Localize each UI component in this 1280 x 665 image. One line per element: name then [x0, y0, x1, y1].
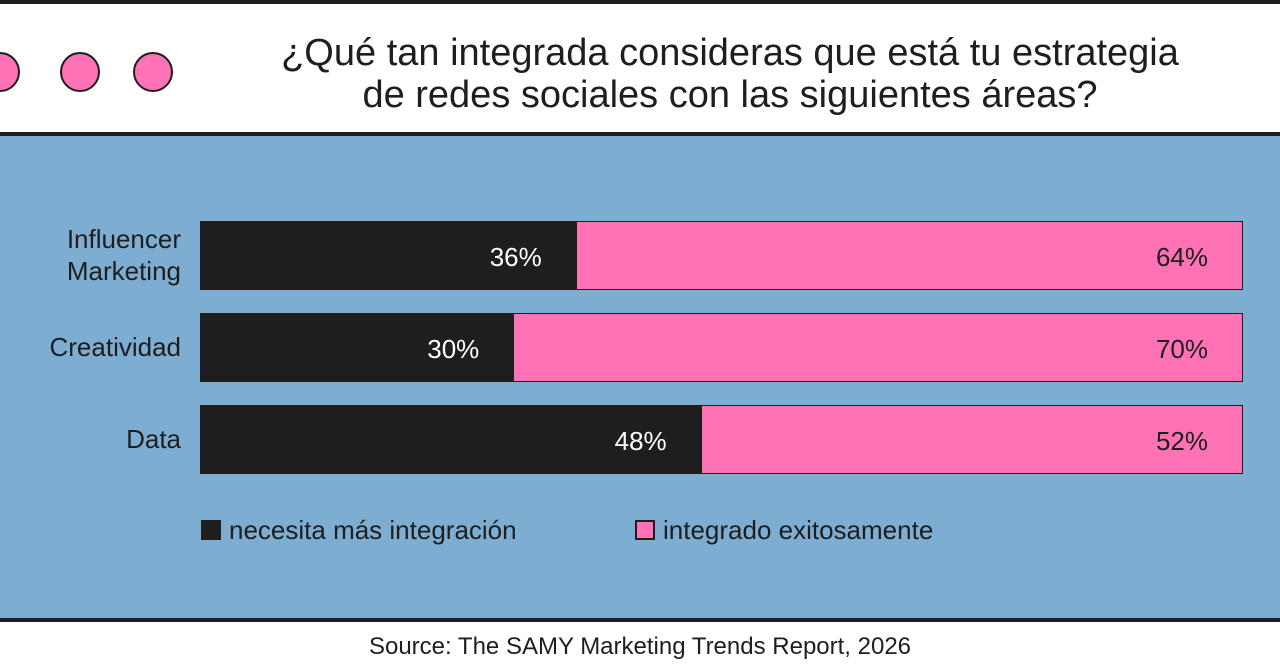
decorative-dot-icon: [60, 52, 100, 92]
legend-item-integrado: integrado exitosamente: [635, 514, 933, 546]
chart-title: ¿Qué tan integrada consideras que está t…: [230, 32, 1230, 116]
legend-swatch-pink: [635, 520, 655, 540]
bar-segment-integrado: 64%: [575, 222, 1242, 289]
bar-segment-integrado: 70%: [513, 314, 1242, 381]
title-line: ¿Qué tan integrada consideras que está t…: [281, 32, 1179, 74]
top-border: [0, 0, 1280, 4]
data-label: 70%: [1155, 334, 1208, 364]
stacked-bar: 30% 70%: [200, 313, 1243, 382]
category-label-line: Marketing: [66, 256, 181, 286]
category-label: Creatividad: [49, 331, 181, 363]
header: ¿Qué tan integrada consideras que está t…: [0, 4, 1280, 132]
bar-segment-integrado: 52%: [700, 406, 1242, 473]
stacked-bar: 48% 52%: [200, 405, 1243, 474]
data-label: 30%: [427, 334, 480, 364]
bar-segment-necesita: 48%: [201, 406, 701, 473]
source-note: Source: The SAMY Marketing Trends Report…: [368, 633, 912, 660]
legend-swatch-black: [201, 520, 221, 540]
data-label: 48%: [614, 426, 667, 456]
category-label-line: Influencer: [66, 224, 181, 254]
decorative-dot-icon: [0, 52, 20, 92]
category-label: Influencer Marketing: [67, 223, 181, 287]
data-label: 36%: [489, 242, 542, 272]
legend-item-necesita: necesita más integración: [201, 514, 517, 546]
legend-label: necesita más integración: [229, 515, 517, 545]
stacked-bar: 36% 64%: [200, 221, 1243, 290]
legend-label: integrado exitosamente: [663, 515, 934, 545]
decorative-dot-icon: [133, 52, 173, 92]
category-label-line: Creatividad: [49, 332, 181, 362]
title-line: de redes sociales con las siguientes áre…: [362, 74, 1098, 116]
bar-segment-necesita: 30%: [201, 314, 514, 381]
bar-segment-necesita: 36%: [201, 222, 576, 289]
category-label: Data: [126, 423, 181, 455]
data-label: 52%: [1155, 426, 1208, 456]
chart-panel: necesita más integración integrado exito…: [0, 132, 1280, 622]
category-label-line: Data: [126, 424, 181, 454]
data-label: 64%: [1155, 242, 1208, 272]
